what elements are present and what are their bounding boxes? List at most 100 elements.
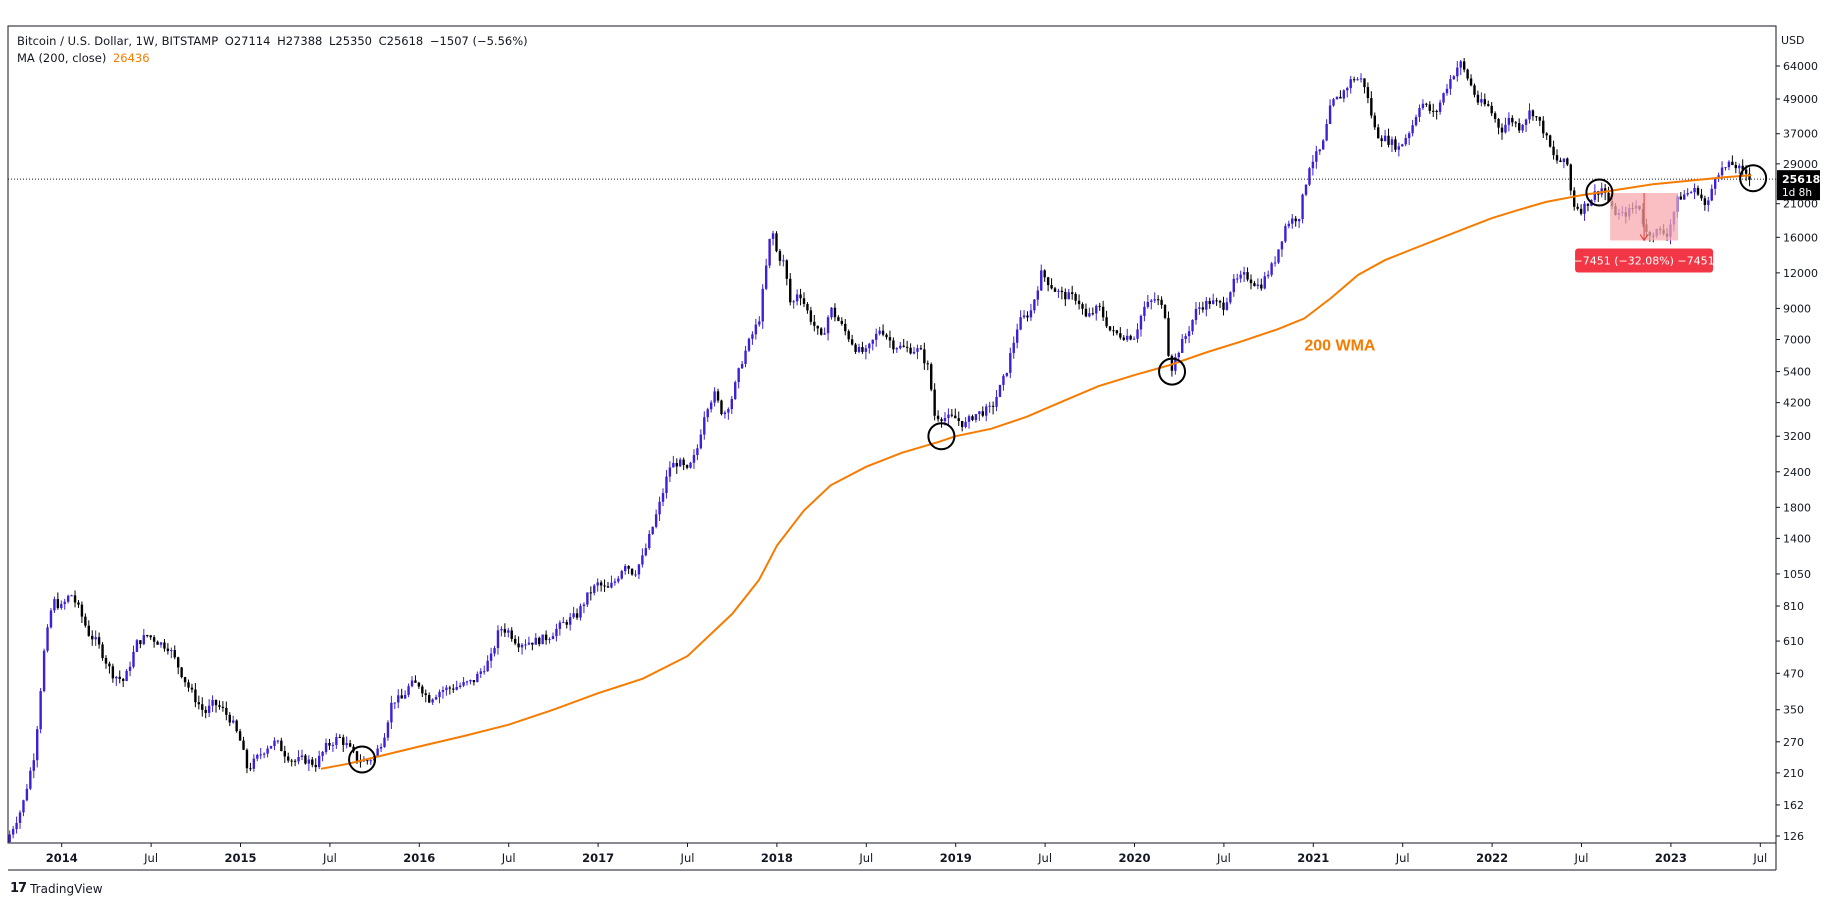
candle-body (895, 348, 899, 350)
candle-body (1156, 299, 1160, 301)
candle-body (926, 363, 929, 365)
candle-body (152, 637, 156, 642)
candle (1366, 82, 1370, 104)
candle (345, 736, 348, 749)
candle (905, 340, 909, 353)
candle (221, 701, 225, 712)
candle (864, 344, 868, 360)
candle-body (1579, 208, 1583, 214)
candle (524, 639, 527, 650)
candle-body (888, 337, 892, 341)
candle (1057, 288, 1060, 298)
candle-body (857, 347, 861, 352)
candle-body (740, 364, 744, 369)
candle-body (1046, 277, 1050, 286)
candle (393, 702, 397, 710)
candle (1153, 292, 1156, 304)
candle (452, 684, 455, 693)
candle-body (1352, 79, 1356, 81)
candle (868, 342, 871, 354)
candle (1535, 115, 1538, 121)
candle (417, 681, 421, 689)
candle (1222, 296, 1225, 316)
candle (744, 345, 747, 368)
candle-body (795, 294, 799, 302)
candle-body (1603, 188, 1607, 193)
candle (1459, 59, 1462, 76)
candle (510, 627, 513, 642)
x-tick-label: 2014 (46, 851, 78, 865)
candle-body (544, 634, 548, 641)
candle-body (840, 320, 844, 324)
candle (785, 259, 789, 286)
legend-ma-row[interactable]: MA (200, close) 26436 (17, 50, 531, 67)
candle (761, 284, 764, 329)
candle (1119, 327, 1122, 340)
candle (187, 679, 190, 692)
candle-body (964, 421, 967, 427)
candle-body (644, 548, 648, 556)
candle (1696, 185, 1700, 197)
candle (1033, 298, 1036, 314)
candle (152, 635, 156, 648)
candle (53, 596, 56, 614)
candle-body (593, 585, 596, 593)
candle (287, 752, 290, 763)
candle-body (1029, 310, 1033, 318)
candle-body (314, 764, 317, 768)
candle (472, 680, 476, 686)
candle (1163, 304, 1167, 320)
candle-body (1490, 105, 1493, 114)
candle-body (135, 640, 139, 652)
x-tick-label: Jul (143, 851, 158, 865)
candle (802, 292, 806, 308)
candle (1132, 336, 1136, 340)
candle-body (36, 729, 39, 761)
y-tick-label: 610 (1783, 635, 1804, 648)
candle (596, 578, 599, 592)
candle (348, 739, 352, 748)
candle (476, 671, 479, 683)
candle (995, 390, 998, 412)
candle-body (792, 301, 795, 303)
candle (816, 325, 819, 335)
candle (692, 449, 696, 469)
candle-body (1438, 102, 1442, 112)
candle (534, 633, 537, 645)
candle (1686, 188, 1689, 197)
candle-body (407, 686, 410, 695)
candle-body (527, 642, 531, 645)
candle (881, 324, 885, 337)
candle-body (22, 800, 25, 813)
candle (661, 488, 665, 507)
candle (434, 694, 438, 701)
candle-body (713, 391, 716, 403)
candle-body (802, 298, 806, 304)
candle (778, 248, 782, 266)
candle (1294, 215, 1297, 227)
candle-body (1260, 284, 1263, 289)
candle-body (1700, 194, 1703, 199)
candle (675, 458, 678, 474)
candle (1707, 196, 1710, 212)
candle-body (163, 642, 166, 649)
candle (1291, 214, 1294, 229)
x-tick-label: Jul (1216, 851, 1231, 865)
candle (414, 675, 417, 683)
candle-body (988, 405, 991, 407)
candle-body (1418, 108, 1421, 117)
candle-body (1480, 99, 1483, 103)
candle-body (1748, 173, 1751, 180)
grid-layer (7, 25, 1777, 871)
candle (1311, 154, 1315, 176)
candle (111, 663, 115, 683)
candle (335, 733, 338, 749)
candle (1009, 347, 1012, 379)
candle (1242, 266, 1246, 283)
candle (1528, 103, 1531, 124)
candle-body (1452, 76, 1456, 80)
candle (132, 645, 135, 669)
tradingview-logo[interactable]: 17 TradingView (10, 881, 103, 896)
